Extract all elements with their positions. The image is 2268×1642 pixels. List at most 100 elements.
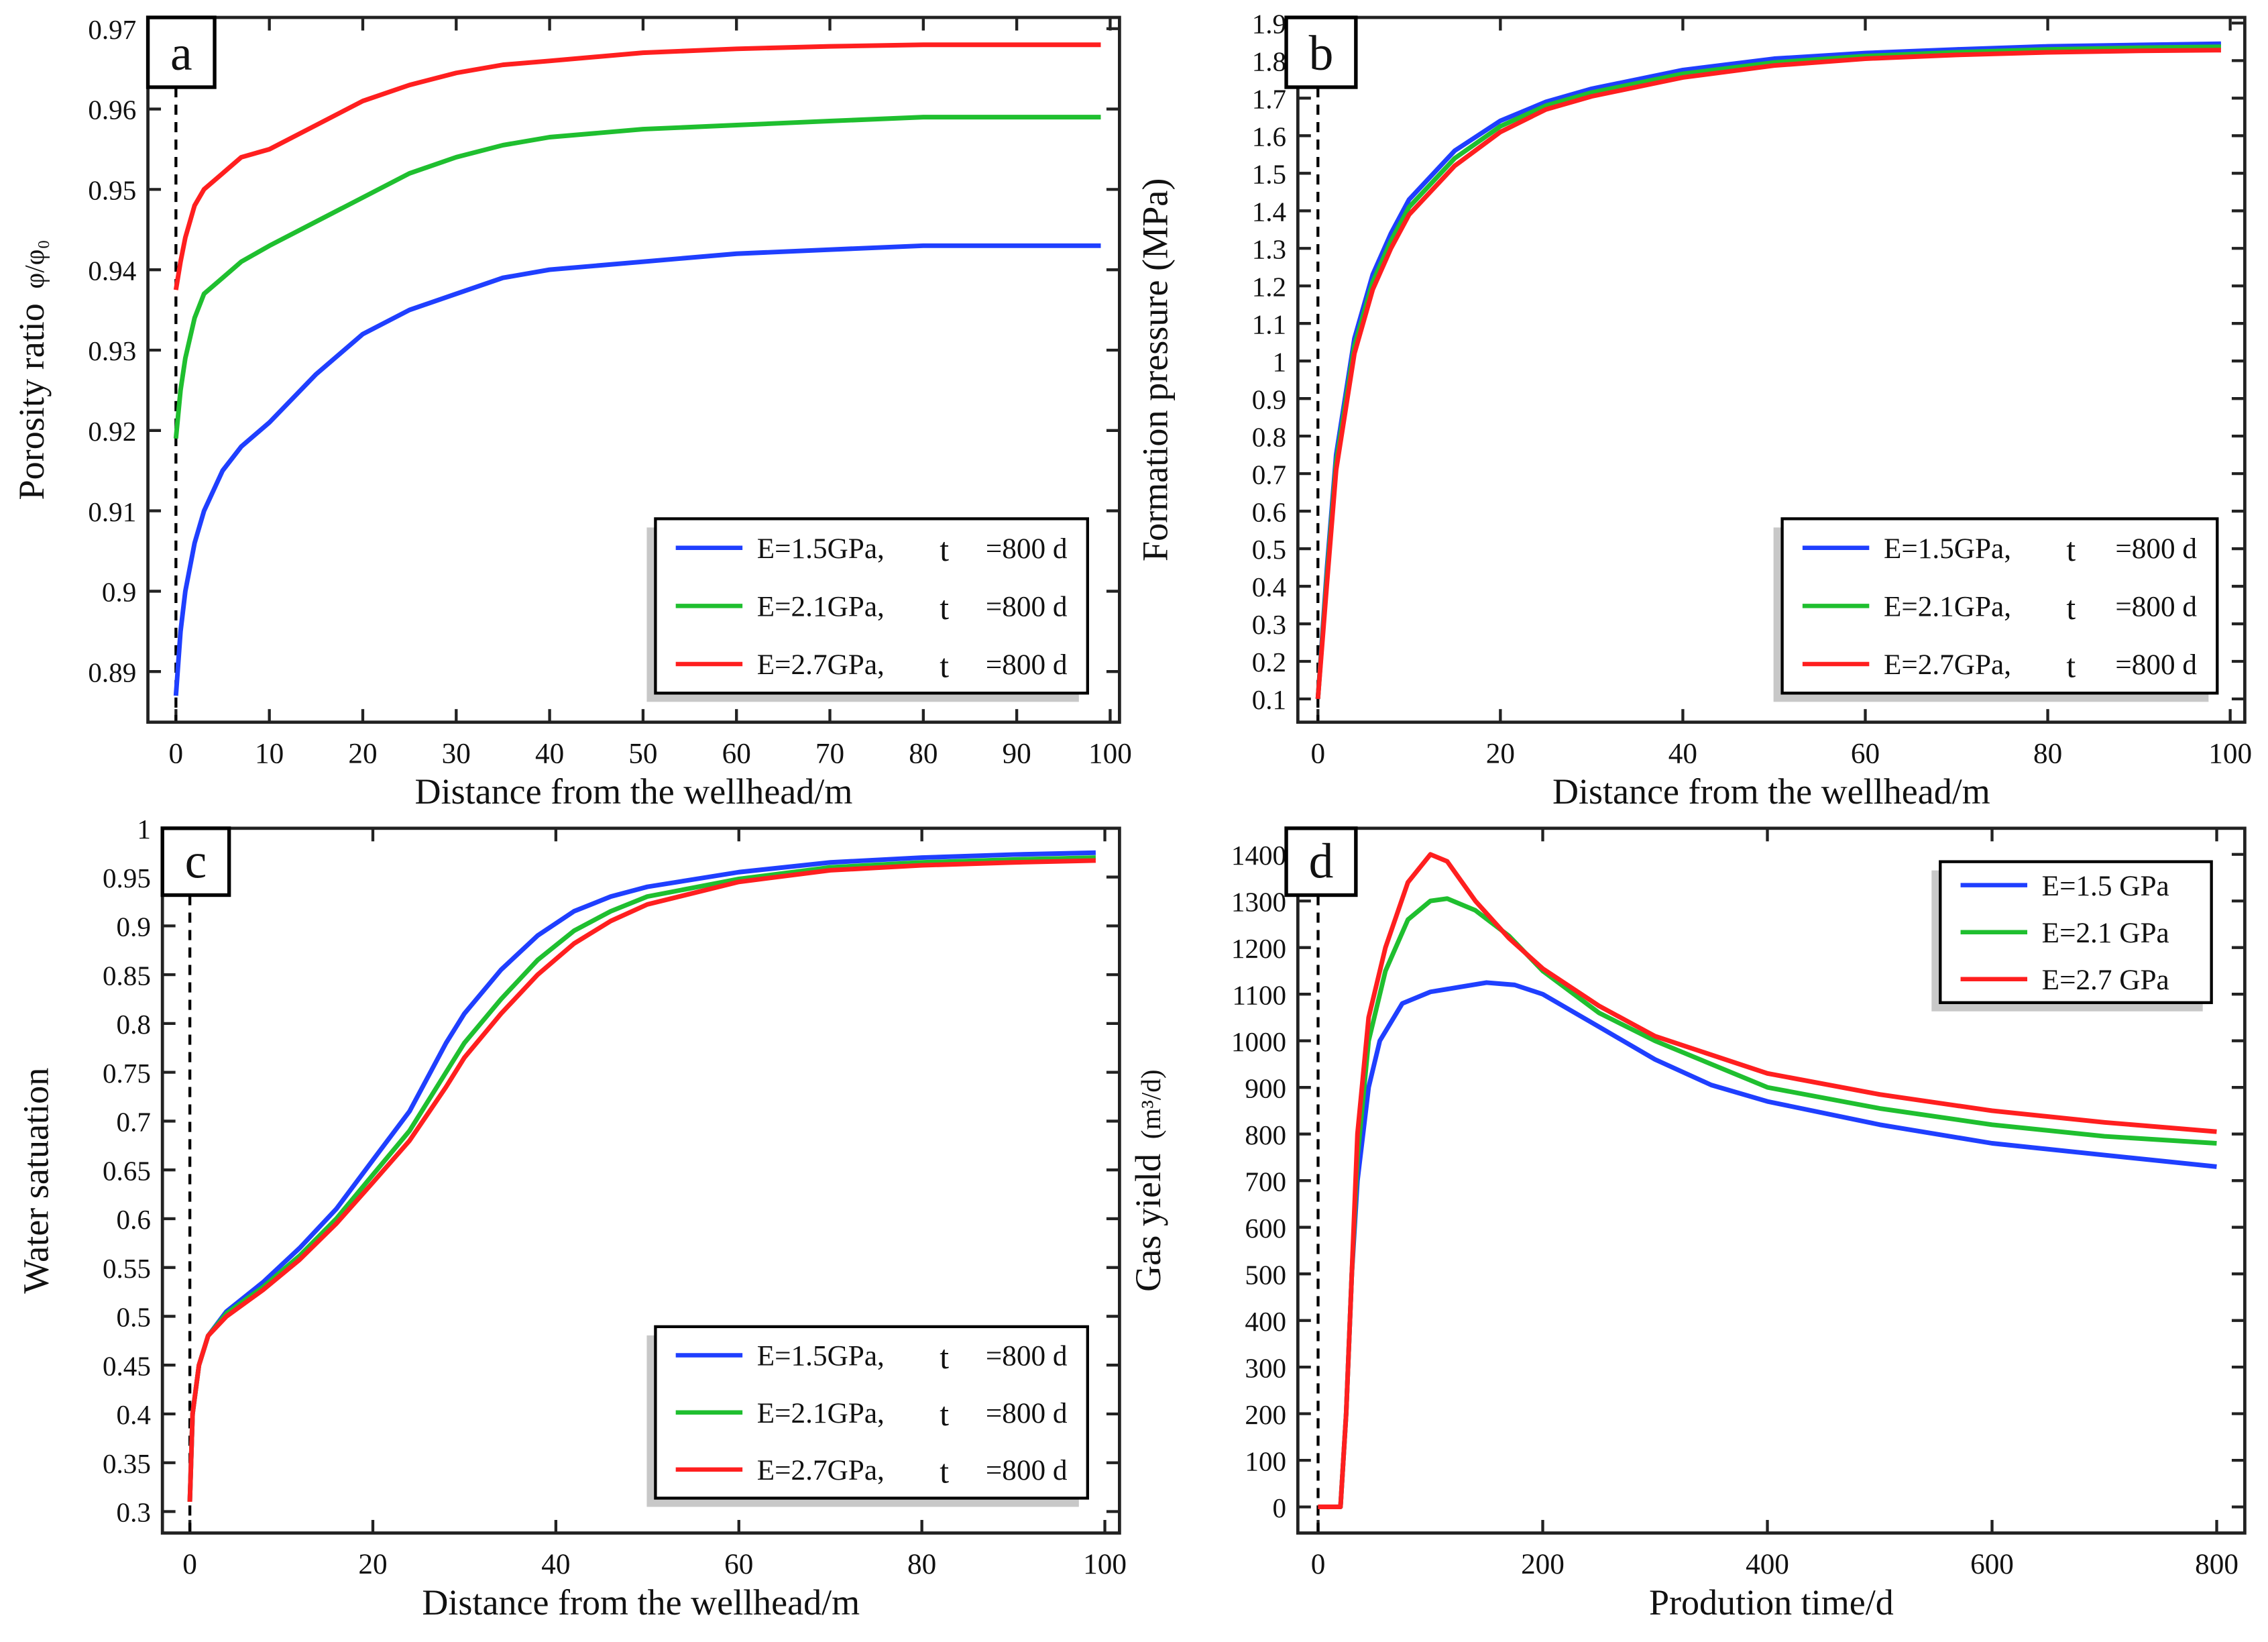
panel-b: 0.1 0.2 0.3 0.4 0.5 0.6 0.7 0.8 0.9 1 1.1 1.2 1.3 1.4… [1135, 9, 2252, 812]
y-tick-label: 0 [1273, 1492, 1287, 1523]
plot-frame [1296, 15, 2247, 724]
x-tick-label: 80 [909, 737, 938, 769]
x-tick-label: 60 [724, 1548, 753, 1580]
y-tick-label: 0.85 [103, 960, 151, 991]
legend-label: E=1.5GPa, [1884, 533, 2011, 565]
x-tick-label: 100 [1088, 737, 1132, 769]
panel-label: a [170, 25, 192, 80]
x-tick-label: 200 [1521, 1548, 1565, 1580]
y-tick-label: 0.45 [103, 1350, 151, 1381]
y-tick-label: 0.9 [1252, 384, 1286, 415]
legend-label: E=2.1GPa, [757, 1397, 885, 1429]
x-axis-label: Prodution time/d [1649, 1582, 1894, 1623]
y-tick-label: 1.7 [1252, 83, 1286, 114]
legend-label: E=1.5 GPa [2042, 870, 2169, 902]
panel-label: c [185, 833, 207, 888]
x-tick-label: 50 [628, 737, 657, 769]
legend: E=1.5GPa, t =800 d E=2.1GPa, t =800 d E=2.7GPa… [654, 517, 1089, 695]
legend-time-symbol: t [940, 1396, 949, 1433]
y-tick-label: 0.7 [117, 1107, 151, 1138]
y-tick-label: 0.8 [1252, 421, 1286, 452]
y-tick-label: 0.6 [117, 1204, 151, 1235]
y-tick-label: 300 [1245, 1352, 1286, 1383]
legend-time-symbol: t [940, 590, 949, 626]
panel-label-box [160, 826, 231, 897]
plot-frame [146, 15, 1121, 724]
y-tick-label: 400 [1245, 1306, 1286, 1337]
y-tick-label: 1000 [1231, 1026, 1286, 1057]
legend-time-value: =800 d [986, 591, 1068, 623]
x-tick-label: 0 [182, 1548, 197, 1580]
x-tick-label: 60 [722, 737, 751, 769]
y-tick-label: 0.8 [117, 1009, 151, 1040]
plot-frame [160, 826, 1121, 1535]
series-line-red [1315, 48, 2221, 700]
legend-time-value: =800 d [986, 1397, 1068, 1429]
y-tick-label: 0.2 [1252, 647, 1286, 677]
y-axis-label: Formation pressure (MPa) [1135, 178, 1176, 561]
x-tick-label: 80 [907, 1548, 936, 1580]
y-tick-label: 0.93 [88, 335, 136, 366]
x-tick-label: 0 [1310, 737, 1325, 769]
legend-label: E=2.7GPa, [757, 1454, 885, 1486]
y-tick-label: 900 [1245, 1073, 1286, 1103]
legend-time-value: =800 d [2115, 533, 2197, 565]
y-tick-label: 0.95 [103, 863, 151, 893]
y-tick-label: 0.92 [88, 416, 136, 447]
series-line-green [173, 115, 1101, 439]
y-tick-label: 200 [1245, 1399, 1286, 1430]
y-tick-label: 0.96 [88, 95, 136, 125]
legend-time-value: =800 d [2115, 649, 2197, 681]
y-tick-label: 0.55 [103, 1253, 151, 1284]
x-axis-label: Distance from the wellhead/m [415, 771, 853, 812]
y-tick-label: 0.1 [1252, 684, 1286, 715]
series-line-blue [1318, 980, 2217, 1509]
y-tick-label: 0.97 [88, 14, 136, 45]
y-tick-label: 0.4 [117, 1399, 151, 1430]
y-axis-label: Porosity ratio φ/φ₀ [11, 239, 52, 500]
x-tick-label: 90 [1003, 737, 1031, 769]
y-axis-label-text: Formation pressure (MPa) [1135, 178, 1176, 561]
x-tick-label: 40 [1668, 737, 1697, 769]
y-tick-label: 0.7 [1252, 459, 1286, 490]
legend-time-symbol: t [2066, 647, 2076, 684]
panel-label-box [1284, 826, 1358, 897]
y-tick-label: 1.9 [1252, 9, 1286, 40]
panel-c: 0.3 0.35 0.4 0.45 0.5 0.55 0.6 0.65 0.7 0.75 0.8 0.… [15, 814, 1127, 1623]
legend-time-symbol: t [2066, 590, 2076, 626]
y-tick-label: 0.3 [117, 1497, 151, 1528]
x-tick-label: 70 [815, 737, 844, 769]
x-axis-label: Distance from the wellhead/m [422, 1582, 860, 1623]
x-tick-label: 30 [442, 737, 471, 769]
x-tick-label: 100 [1083, 1548, 1127, 1580]
y-tick-label: 0.91 [88, 496, 136, 527]
y-tick-label: 600 [1245, 1213, 1286, 1244]
y-tick-label: 0.5 [117, 1302, 151, 1333]
y-tick-label: 800 [1245, 1119, 1286, 1150]
legend: E=1.5GPa, t =800 d E=2.1GPa, t =800 d E=2.7GPa… [1780, 517, 2219, 695]
y-tick-label: 1300 [1231, 886, 1286, 917]
y-tick-label: 1400 [1231, 840, 1286, 871]
y-tick-label: 0.3 [1252, 609, 1286, 640]
x-axis-label: Distance from the wellhead/m [1552, 771, 1990, 812]
y-tick-label: 1.2 [1252, 271, 1286, 302]
y-tick-label: 1200 [1231, 933, 1286, 964]
legend-time-symbol: t [940, 531, 949, 568]
y-tick-label: 1.1 [1252, 309, 1286, 339]
legend-label: E=2.7 GPa [2042, 964, 2169, 996]
y-tick-label: 100 [1245, 1445, 1286, 1476]
y-tick-label: 0.9 [102, 577, 136, 608]
y-tick-label: 1 [1273, 346, 1287, 377]
y-tick-label: 1.6 [1252, 121, 1286, 152]
x-tick-label: 100 [2208, 737, 2252, 769]
y-axis-label: Gas yield (m³/d) [1128, 1069, 1168, 1291]
x-tick-label: 20 [358, 1548, 387, 1580]
legend: E=1.5 GPa E=2.1 GPa E=2.7 GPa [1939, 860, 2213, 1004]
panel-label-box [1284, 15, 1358, 89]
y-tick-label: 0.89 [88, 657, 136, 688]
legend-label: E=1.5GPa, [757, 533, 885, 565]
x-tick-label: 0 [169, 737, 184, 769]
y-tick-label: 500 [1245, 1259, 1286, 1290]
x-tick-label: 0 [1311, 1548, 1326, 1580]
